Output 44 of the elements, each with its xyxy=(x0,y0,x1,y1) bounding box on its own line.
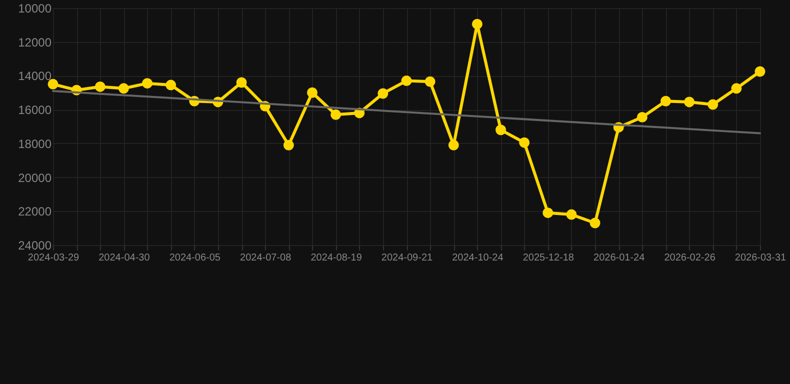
point xyxy=(472,18,482,30)
y-tick-label: 22000 xyxy=(18,204,52,219)
y-tick-label: 10000 xyxy=(18,2,52,16)
point xyxy=(48,78,58,90)
point xyxy=(754,66,766,77)
point xyxy=(283,140,294,150)
x-tick-label: 2024-08-19 xyxy=(310,252,362,264)
y-tick-label: 14000 xyxy=(18,69,52,84)
x-tick-label: 2026-01-24 xyxy=(594,252,646,264)
y-tick-label: 18000 xyxy=(18,136,52,151)
x-tick-label: 2024-06-05 xyxy=(169,252,221,264)
y-tick-label: 12000 xyxy=(18,35,52,50)
point xyxy=(660,96,671,106)
y-tick-label: 20000 xyxy=(18,170,52,185)
point xyxy=(424,76,436,87)
point xyxy=(496,124,506,136)
point xyxy=(731,83,742,94)
point xyxy=(306,87,318,98)
x-tick-label: 2024-04-30 xyxy=(98,252,150,264)
x-tick-label: 2024-03-29 xyxy=(28,252,80,264)
point xyxy=(118,83,129,94)
x-tick-label: 2026-02-26 xyxy=(664,252,716,264)
point xyxy=(142,78,153,89)
x-tick-label: 2024-09-21 xyxy=(381,252,434,264)
point xyxy=(401,76,412,86)
point xyxy=(94,81,106,92)
x-tick-label: 2024-10-24 xyxy=(452,252,504,264)
point xyxy=(708,99,718,110)
point xyxy=(236,77,247,88)
x-tick-label: 2025-12-18 xyxy=(522,252,574,264)
y-tick-label: 16000 xyxy=(18,103,52,118)
point xyxy=(448,140,459,150)
point xyxy=(166,80,176,90)
point xyxy=(378,88,388,99)
x-tick-label: 2026-03-31 xyxy=(734,252,787,264)
point xyxy=(519,137,530,148)
x-tick-label: 2024-07-08 xyxy=(240,252,292,264)
point xyxy=(566,209,577,220)
point xyxy=(590,218,600,228)
point xyxy=(636,112,648,122)
y-tick-label: 24000 xyxy=(18,238,52,252)
point xyxy=(542,208,554,218)
point xyxy=(330,109,342,120)
point xyxy=(684,96,695,108)
